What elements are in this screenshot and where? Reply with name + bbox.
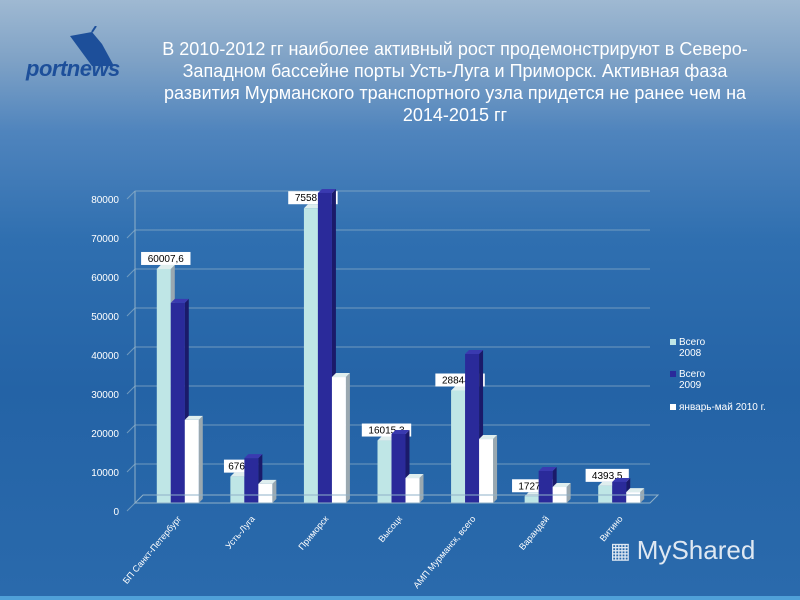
bottom-bar bbox=[0, 596, 800, 600]
data-label: 1727,4 bbox=[518, 481, 549, 492]
gridline-depth bbox=[126, 463, 136, 473]
x-tick-label: Высоцк bbox=[376, 514, 404, 544]
bar-top bbox=[479, 435, 498, 440]
bar-top bbox=[331, 373, 350, 378]
x-tick-label: БП Санкт-Петербург bbox=[121, 513, 184, 585]
bar-Всего 2009 bbox=[170, 302, 185, 503]
bar-top bbox=[156, 264, 175, 269]
bar-январь-май 2010 г. bbox=[184, 419, 199, 503]
y-tick-label: 40000 bbox=[91, 351, 119, 362]
gridline-depth bbox=[126, 229, 136, 239]
bar-top bbox=[317, 188, 336, 193]
x-tick-label: Варандей bbox=[517, 514, 551, 552]
bar-top bbox=[303, 204, 322, 209]
y-tick-label: 80000 bbox=[91, 195, 119, 206]
bar-top bbox=[626, 488, 645, 493]
legend-label: 2009 bbox=[679, 380, 702, 391]
legend-swatch bbox=[670, 404, 676, 410]
data-label: 16015,3 bbox=[368, 426, 405, 437]
gridline-depth bbox=[126, 385, 136, 395]
bar-top bbox=[230, 472, 249, 477]
bar-top bbox=[451, 386, 470, 391]
y-tick-label: 60000 bbox=[91, 273, 119, 284]
y-tick-label: 50000 bbox=[91, 312, 119, 323]
gridline-depth bbox=[126, 190, 136, 200]
bar-top bbox=[598, 481, 617, 486]
chart-floor bbox=[133, 494, 660, 504]
bar-top bbox=[258, 479, 277, 484]
bar-side bbox=[566, 483, 571, 503]
y-tick-label: 0 bbox=[113, 507, 119, 518]
bar-top bbox=[184, 415, 203, 420]
gridline-depth bbox=[126, 268, 136, 278]
gridline-depth bbox=[126, 307, 136, 317]
legend-swatch bbox=[670, 339, 676, 345]
bar-top bbox=[405, 474, 424, 479]
bar-Всего 2008 bbox=[303, 208, 318, 503]
bar-Всего 2008 bbox=[598, 485, 613, 503]
legend-label: Всего bbox=[679, 337, 706, 348]
y-tick-label: 10000 bbox=[91, 468, 119, 479]
bar-top bbox=[552, 483, 571, 488]
data-label-box bbox=[141, 251, 191, 265]
bar-Всего 2009 bbox=[317, 192, 332, 503]
y-tick-label: 70000 bbox=[91, 234, 119, 245]
x-tick-label: Усть-Луга bbox=[223, 514, 256, 551]
slide-title: В 2010-2012 гг наиболее активный рост пр… bbox=[162, 39, 748, 125]
x-tick-label: Приморск bbox=[296, 514, 330, 552]
gridline-depth bbox=[126, 502, 136, 512]
bar-top bbox=[612, 477, 631, 482]
bar-side bbox=[419, 474, 424, 503]
myshared-watermark: ▦ MyShared bbox=[610, 535, 755, 566]
data-label: 60007,6 bbox=[148, 254, 185, 265]
bar-side bbox=[493, 435, 498, 503]
bar-side bbox=[272, 479, 277, 503]
data-label: 75581,9 bbox=[295, 193, 332, 204]
bar-Всего 2009 bbox=[538, 471, 553, 503]
bar-top bbox=[170, 298, 189, 303]
bar-top bbox=[465, 350, 484, 355]
bar-январь-май 2010 г. bbox=[405, 478, 420, 503]
ship-icon bbox=[70, 26, 114, 66]
bar-январь-май 2010 г. bbox=[479, 439, 494, 503]
bar-side bbox=[640, 488, 645, 503]
legend-label: 2008 bbox=[679, 348, 702, 359]
bar-Всего 2008 bbox=[377, 440, 392, 503]
bar-side bbox=[345, 373, 350, 503]
bar-top bbox=[244, 454, 263, 459]
presentation-icon: ▦ bbox=[610, 537, 631, 563]
bar-top bbox=[377, 436, 396, 441]
data-label: 28844,5 bbox=[442, 376, 479, 387]
legend-swatch bbox=[670, 371, 676, 377]
bar-январь-май 2010 г. bbox=[626, 492, 641, 503]
legend-label: Всего bbox=[679, 369, 706, 380]
gridline-depth bbox=[126, 346, 136, 356]
legend-label: январь-май 2010 г. bbox=[679, 402, 766, 413]
watermark-text: MyShared bbox=[636, 535, 756, 565]
bar-Всего 2009 bbox=[612, 481, 627, 503]
bar-Всего 2008 bbox=[230, 476, 245, 503]
bar-top bbox=[538, 467, 557, 472]
gridline-depth bbox=[126, 424, 136, 434]
bar-Всего 2009 bbox=[465, 354, 480, 503]
bar-Всего 2009 bbox=[391, 433, 406, 503]
bar-январь-май 2010 г. bbox=[331, 377, 346, 503]
x-tick-label: АМП Мурманск, всего bbox=[411, 514, 477, 590]
bar-январь-май 2010 г. bbox=[258, 483, 273, 503]
portnews-logo: portnews bbox=[22, 26, 132, 86]
bar-Всего 2008 bbox=[451, 390, 466, 503]
logo-text: portnews bbox=[26, 56, 120, 81]
y-tick-label: 30000 bbox=[91, 390, 119, 401]
bar-Всего 2009 bbox=[244, 458, 259, 503]
bar-top bbox=[391, 429, 410, 434]
data-label: 6763 bbox=[228, 462, 251, 473]
y-tick-label: 20000 bbox=[91, 429, 119, 440]
bar-Всего 2008 bbox=[156, 268, 171, 503]
bar-side bbox=[198, 415, 203, 503]
bar-Всего 2008 bbox=[524, 496, 539, 503]
data-label: 4393,5 bbox=[592, 471, 623, 482]
